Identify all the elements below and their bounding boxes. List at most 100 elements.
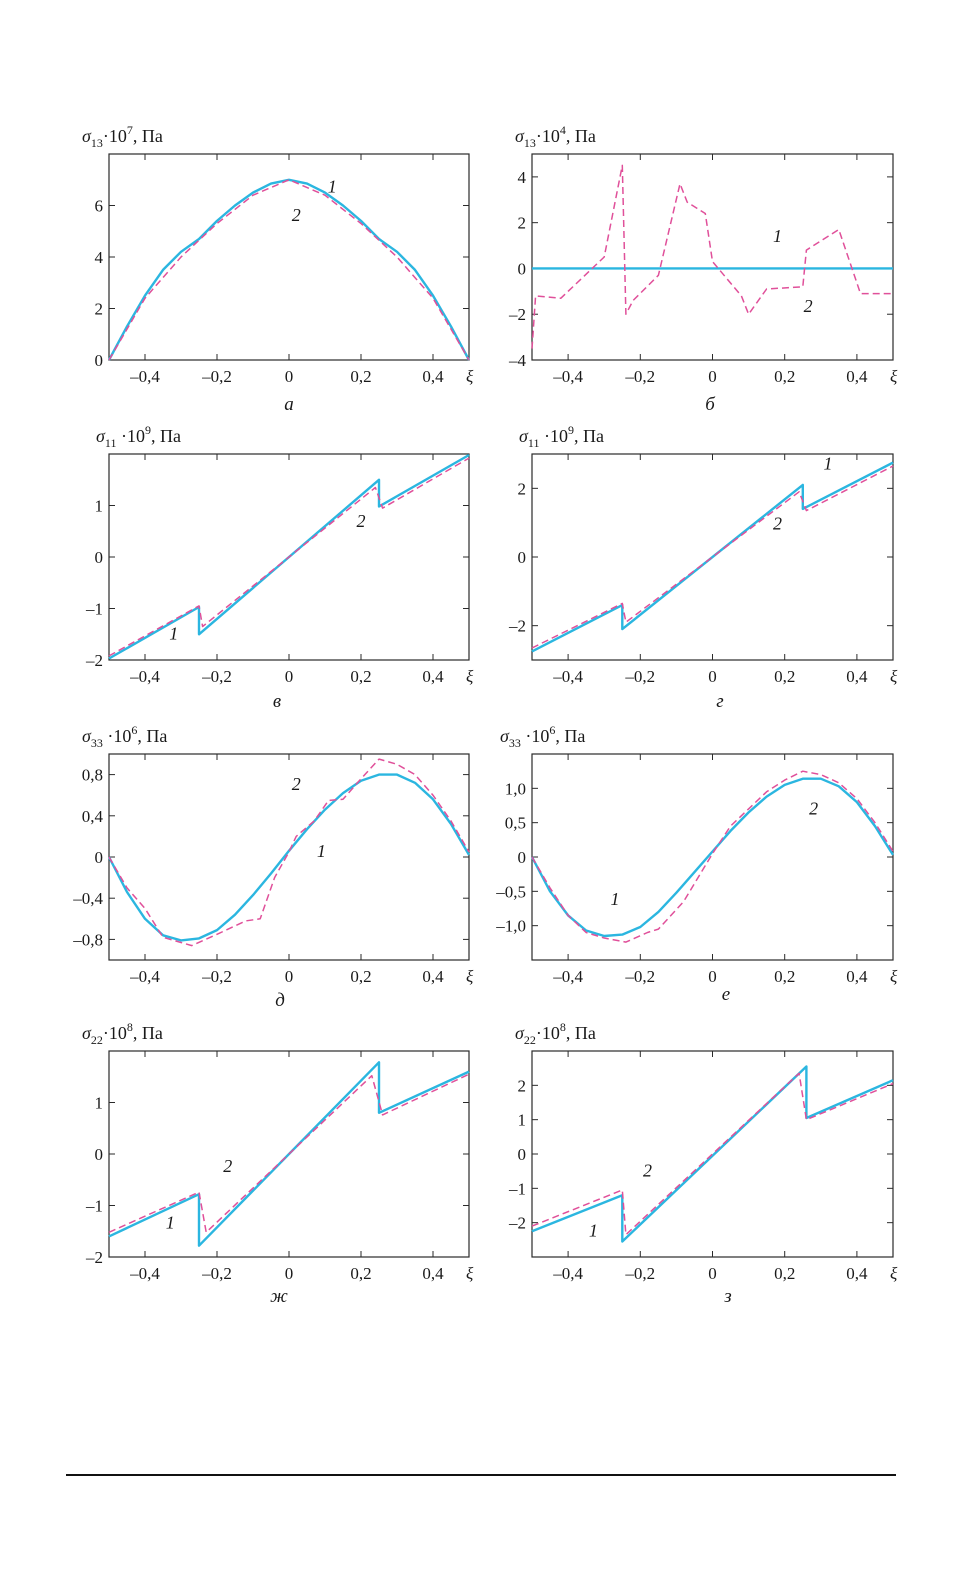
panel-caption: г [716,691,723,712]
curve-label-2: 2 [809,798,818,818]
y-tick-label: 0,8 [82,766,103,785]
panel-caption: д [275,990,285,1011]
x-axis-label: ξ [466,367,474,386]
x-tick-label: 0,2 [774,367,795,386]
y-tick-label: 1 [95,497,104,516]
y-tick-label: 2 [518,479,527,498]
plot-frame [531,1050,894,1258]
curve-label-2: 2 [292,205,301,225]
series-1-line [107,773,471,942]
plot-frame [108,153,470,361]
panel-e: –0,4 –0,2 0 0,2 0,4 ξ –1,0 –0,5 0 0,5 1,0 σ33 ·106,… [495,723,898,1005]
y-tick-label: –4 [508,351,527,370]
x-axis-label: ξ [890,667,898,686]
x-tick-label: 0 [285,967,294,986]
x-tick-label: 0,4 [846,967,868,986]
x-tick-label: 0,4 [422,967,444,986]
curve-label-1: 1 [328,177,337,197]
y-tick-label: 1,0 [505,779,526,798]
y-tick-label: 2 [95,300,104,319]
y-tick-label: 6 [95,197,104,216]
x-tick-label: 0 [285,367,294,386]
series-2-line [531,770,894,943]
x-tick-label: –0,2 [624,667,655,686]
x-axis-label: ξ [890,367,898,386]
x-tick-label: –0,4 [552,367,583,386]
x-tick-label: –0,4 [129,967,160,986]
y-axis-label: σ13·104, Па [515,123,596,150]
series-1-line [530,777,895,938]
panel-d: –0,4 –0,2 0 0,2 0,4 ξ –0,8 –0,4 0 0,4 0,8 σ33 ·106,… [72,723,474,1011]
x-tick-label: –0,2 [624,1264,655,1283]
y-axis-label: σ13·107, Па [82,123,163,150]
panel-zh: –0,4 –0,2 0 0,2 0,4 ξ –2 –1 0 1 σ22·108, Па 2 1 ж [82,1020,474,1307]
y-tick-label: –2 [508,1214,526,1233]
y-tick-label: 0,5 [505,814,526,833]
y-axis-label: σ33 ·106, Па [82,723,167,750]
x-tick-label: –0,2 [201,1264,232,1283]
curve-label-1: 1 [773,226,782,246]
series-2-line [108,179,470,361]
curve-label-1: 1 [166,1213,175,1233]
x-axis-label: ξ [466,967,474,986]
y-tick-label: 0 [95,351,104,370]
x-tick-label: –0,4 [552,1264,583,1283]
x-axis-label: ξ [466,667,474,686]
x-tick-label: –0,4 [129,367,160,386]
x-tick-label: 0,2 [350,967,371,986]
series-1-line [531,1065,894,1243]
x-tick-label: 0 [708,367,717,386]
x-tick-label: 0,2 [774,1264,795,1283]
x-tick-label: –0,2 [201,667,232,686]
x-tick-label: –0,2 [624,967,655,986]
x-tick-label: –0,4 [552,667,583,686]
curve-label-1: 1 [317,841,326,861]
y-tick-label: –2 [508,305,526,324]
x-tick-label: 0 [708,667,717,686]
x-tick-label: 0 [285,1264,294,1283]
y-tick-label: 4 [518,168,527,187]
y-tick-label: 0,4 [82,807,104,826]
x-tick-label: –0,4 [129,667,160,686]
y-tick-label: –0,8 [72,930,103,949]
panel-caption: ж [270,1286,288,1307]
y-axis-label: σ33 ·106, Па [500,723,585,750]
y-tick-label: –1 [85,600,103,619]
x-axis-label: ξ [890,967,898,986]
plot-frame [108,753,470,961]
y-tick-label: 2 [518,1076,527,1095]
panel-z: –0,4 –0,2 0 0,2 0,4 ξ –2 –1 0 1 2 σ22·108, Па 2 1 з [508,1020,898,1307]
x-axis-label: ξ [466,1264,474,1283]
x-tick-label: 0,2 [774,667,795,686]
y-tick-label: 0 [518,1145,527,1164]
curve-label-2: 2 [223,1156,232,1176]
panel-caption: а [284,394,294,415]
y-tick-label: 2 [518,214,527,233]
curve-label-2: 2 [292,774,301,794]
x-tick-label: 0,2 [350,667,371,686]
y-tick-label: 1 [518,1111,527,1130]
series-2-line [108,1073,470,1234]
x-tick-label: 0,4 [422,667,444,686]
panel-b: –0,4 –0,2 0 0,2 0,4 ξ –4 –2 0 2 4 σ13·104, Па 1 2 б [508,123,898,415]
y-axis-label: σ11 ·109, Па [96,423,181,450]
x-tick-label: –0,2 [201,367,232,386]
y-tick-label: –1 [508,1179,526,1198]
x-tick-label: 0,4 [846,367,868,386]
y-tick-label: 4 [95,248,104,267]
x-tick-label: 0 [708,1264,717,1283]
x-axis-label: ξ [890,1264,898,1283]
curve-label-1: 1 [611,889,620,909]
y-axis-label: σ22·108, Па [515,1020,596,1047]
y-tick-label: 0 [518,548,527,567]
x-tick-label: 0,4 [422,367,444,386]
x-tick-label: 0,4 [422,1264,444,1283]
x-tick-label: 0,2 [350,367,371,386]
panel-caption: в [273,691,281,712]
x-tick-label: 0,2 [350,1264,371,1283]
curve-label-1: 1 [169,623,178,643]
page-bottom-rule [66,1474,896,1476]
y-tick-label: –2 [85,1248,103,1267]
y-axis-label: σ22·108, Па [82,1020,163,1047]
